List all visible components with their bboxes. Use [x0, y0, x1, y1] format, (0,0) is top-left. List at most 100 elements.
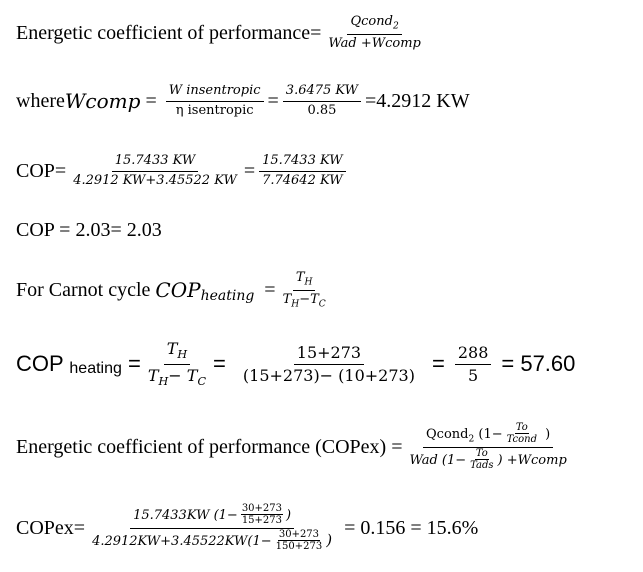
eq2-var: Wcomp: [64, 89, 141, 113]
eq2-den1: η isentropic: [175, 102, 254, 118]
eq8-den-close: ): [326, 530, 333, 549]
eq1: Energetic coefficient of performance= Qc…: [16, 11, 428, 55]
eq3-eq: =: [243, 159, 256, 182]
frac: W insentropic η isentropic: [165, 83, 264, 119]
eq2-eq1: =: [140, 89, 162, 112]
eq6-num1: T: [166, 339, 178, 359]
eq2-result: =4.2912 KW: [365, 89, 470, 112]
eq7-num: Qcond: [426, 426, 469, 442]
sf: To Tads: [467, 447, 496, 472]
eq5-den1: T: [282, 291, 292, 307]
eq2: where Wcomp = W insentropic η isentropic = …: [16, 79, 470, 123]
eq7-num-inner-num: To: [514, 421, 529, 434]
eq5-var-sub: heating: [200, 288, 255, 304]
eq6-den1a-sub: H: [158, 374, 169, 388]
frac: Qcond2 (1− To Tcond ) Wad (1− To Tads) +Wcomp: [406, 421, 569, 472]
eq8-label: COPex=: [16, 516, 86, 539]
eq5-eq: =: [254, 278, 276, 301]
eq6-num2: 15+273: [293, 343, 365, 365]
eq1-label: Energetic coefficient of performance=: [16, 21, 322, 44]
eq6-den3: 5: [468, 365, 479, 385]
eq1-num: Qcond: [350, 13, 393, 29]
eq6-num1-sub: H: [177, 348, 188, 362]
num: Qcond2 (1− To Tcond ): [423, 421, 554, 448]
eq2-eq2: =: [267, 89, 279, 112]
eq6-label-sub: heating: [69, 360, 122, 377]
eq4: COP = 2.03= 2.03: [16, 208, 162, 252]
eq7-den: Wad (1−: [409, 452, 467, 468]
eq6-num3: 288: [454, 343, 492, 365]
eq8-den-inner-den: 150+273: [275, 541, 323, 552]
eq6-den2: (15+273)− (10+273): [242, 365, 415, 385]
frac: 15.7433KW (1− 30+273 15+273) 4.2912KW+3.455…: [89, 502, 335, 553]
eq8-den-inner-num: 30+273: [277, 528, 321, 541]
eq5-num: T: [295, 269, 305, 285]
eq3-den1: 4.2912 KW+3.45522 KW: [73, 172, 237, 188]
frac: TH TH−TC: [280, 270, 329, 311]
frac: 15+273 (15+273)− (10+273): [240, 343, 418, 386]
den: TH− TC: [145, 365, 209, 389]
den: 4.2912KW+3.45522KW(1− 30+273 150+273): [89, 529, 335, 553]
eq7-den-inner-den: Tads: [470, 460, 494, 471]
frac: TH TH− TC: [145, 339, 209, 388]
eq8: COPex= 15.7433KW (1− 30+273 15+273) 4.2912K…: [16, 502, 479, 553]
eq7-num-open: (1−: [474, 426, 503, 442]
eq2-num2: 3.6475 KW: [282, 83, 362, 102]
eq7-num-inner-den: Tcond: [506, 434, 538, 445]
eq2-den2: 0.85: [307, 102, 337, 118]
frac: 15.7433 KW 7.74642 KW: [259, 153, 346, 189]
eq7-num-close: ): [541, 426, 551, 442]
eq7-den-close: ) +Wcomp: [497, 452, 567, 468]
den: TH−TC: [280, 291, 329, 311]
eq8-num: 15.7433KW (1−: [133, 507, 238, 523]
eq3-num1: 15.7433 KW: [111, 153, 199, 172]
eq3-num2: 15.7433 KW: [259, 153, 346, 172]
eq7-den-inner-num: To: [474, 447, 489, 460]
num: Qcond2: [347, 13, 402, 35]
sf: 30+273 150+273: [273, 528, 326, 553]
eq8-num-inner-num: 30+273: [240, 502, 284, 515]
eq2-num1: W insentropic: [165, 83, 264, 102]
sf: To Tcond: [504, 421, 540, 446]
eq3: COP= 15.7433 KW 4.2912 KW+3.45522 KW = 15.…: [16, 149, 350, 193]
eq8-result: = 0.156 = 15.6%: [339, 516, 479, 539]
sf: 30+273 15+273: [239, 502, 285, 527]
eq6-label: COP: [16, 351, 70, 376]
eq6-eq1: =: [121, 351, 141, 376]
eq7-label: Energetic coefficient of performance (CO…: [16, 435, 403, 458]
num: 15.7433KW (1− 30+273 15+273): [130, 502, 295, 529]
eq1-num-sub: 2: [392, 21, 399, 32]
frac: 15.7433 KW 4.2912 KW+3.45522 KW: [70, 153, 240, 189]
eq5-den2: −T: [299, 291, 319, 307]
eq5: For Carnot cycle COP heating = TH TH−TC: [16, 268, 333, 312]
frac: 3.6475 KW 0.85: [282, 83, 362, 119]
eq3-label: COP=: [16, 159, 67, 182]
frac: 288 5: [454, 343, 492, 386]
eq6-den1b: − T: [168, 365, 198, 385]
eq8-den: 4.2912KW+3.45522KW(1−: [92, 533, 272, 549]
eq8-num-inner-den: 15+273: [241, 515, 283, 526]
eq3-den2: 7.74642 KW: [262, 172, 343, 188]
eq2-label: where: [16, 89, 65, 112]
eq5-var: COP: [155, 278, 201, 302]
eq5-den1-sub: H: [291, 299, 300, 310]
eq5-num-sub: H: [304, 277, 313, 288]
eq6-eq2: =: [213, 351, 226, 376]
eq6-eq3: =: [431, 351, 445, 376]
eq8-num-close: ): [286, 507, 292, 523]
eq7: Energetic coefficient of performance (CO…: [16, 421, 574, 472]
eq6-result: = 57.60: [501, 351, 576, 376]
eq1-den: Wad +Wcomp: [328, 35, 421, 51]
den: Wad (1− To Tads) +Wcomp: [406, 448, 569, 472]
eq4-text: COP = 2.03= 2.03: [16, 218, 162, 241]
eq7-num-sub: 2: [468, 434, 475, 445]
eq6: COP heating = TH TH− TC = 15+273 (15+273)−…: [16, 339, 576, 388]
num: TH: [292, 269, 316, 291]
eq5-den2-sub: C: [318, 299, 326, 310]
eq6-den1b-sub: C: [197, 374, 207, 388]
eq6-den1a: T: [147, 365, 159, 385]
eq5-label: For Carnot cycle: [16, 278, 156, 301]
num: TH: [163, 339, 191, 365]
frac: Qcond2 Wad +Wcomp: [325, 14, 423, 52]
